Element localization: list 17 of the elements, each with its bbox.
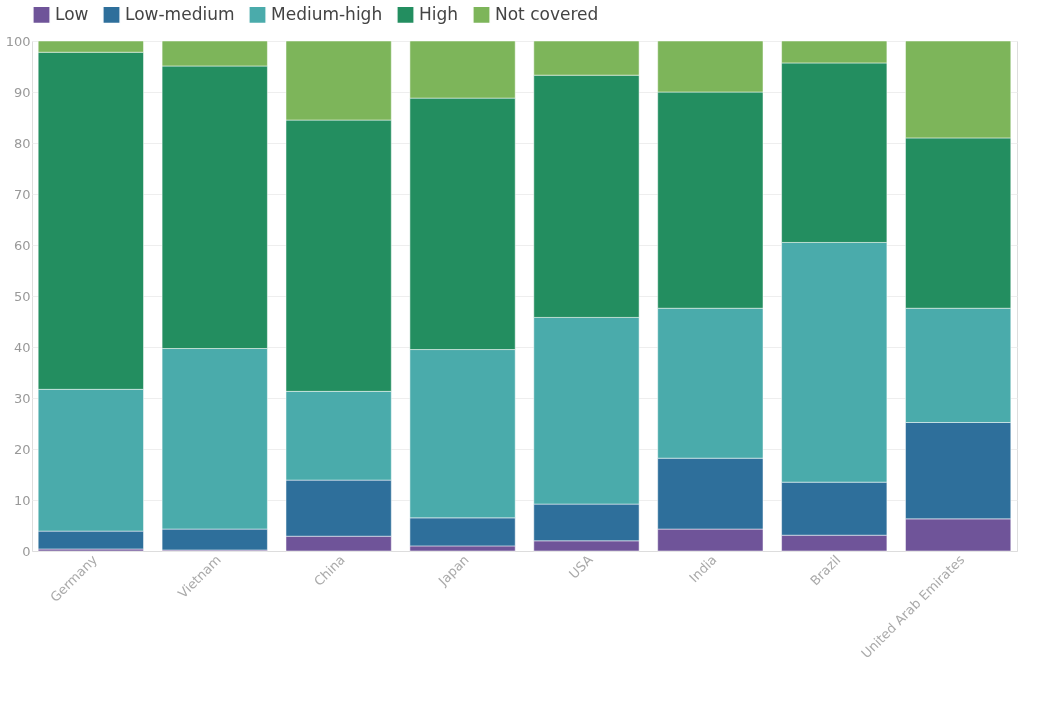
y-tick-label: 70 <box>13 186 31 202</box>
legend-label: High <box>419 3 459 24</box>
y-tick-label: 10 <box>13 492 31 508</box>
y-tick-label: 0 <box>22 543 31 559</box>
x-tick-label: USA <box>566 552 596 582</box>
y-tick-label: 60 <box>13 237 31 253</box>
legend-label: Medium-high <box>271 3 383 24</box>
y-tick-label: 90 <box>13 84 31 100</box>
y-tick-label: 20 <box>13 441 31 457</box>
legend-label: Not covered <box>495 3 599 24</box>
legend-label: Low <box>55 3 89 24</box>
y-tick-label: 40 <box>13 339 31 355</box>
y-tick-label: 80 <box>13 135 31 151</box>
y-tick-label: 100 <box>5 33 31 49</box>
legend-label: Low-medium <box>125 3 235 24</box>
y-tick-label: 30 <box>13 390 31 406</box>
y-tick-label: 50 <box>13 288 31 304</box>
